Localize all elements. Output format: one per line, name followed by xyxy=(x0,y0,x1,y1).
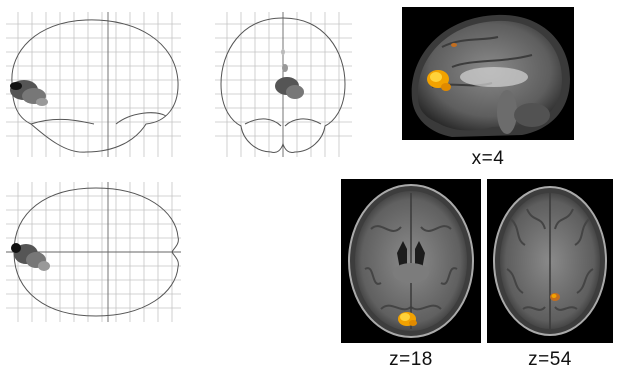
activation-cluster xyxy=(11,243,50,271)
brain-outline xyxy=(13,187,179,317)
activation-cluster xyxy=(398,312,417,326)
mri-slice-axial-54 xyxy=(487,179,613,343)
cerebellum xyxy=(514,103,550,127)
glass-brain-axial xyxy=(6,182,181,322)
slice-label-z54: z=54 xyxy=(528,349,572,370)
mri-slice-axial-18 xyxy=(341,179,481,343)
glass-brain-coronal xyxy=(215,12,352,157)
slice-label-x: x=4 xyxy=(471,148,505,169)
brain-outline xyxy=(220,17,346,153)
glass-brain-sagittal xyxy=(6,12,181,157)
activation-cluster xyxy=(550,293,560,301)
activation-cluster xyxy=(427,43,457,91)
brain-outline xyxy=(11,19,179,153)
corpus-callosum xyxy=(460,67,528,87)
thalamus xyxy=(393,263,429,283)
activation-cluster xyxy=(275,49,304,99)
mri-slice-sagittal xyxy=(402,7,574,140)
slice-label-z18: z=18 xyxy=(389,349,433,370)
activation-cluster xyxy=(10,80,48,106)
brainstem xyxy=(497,90,517,134)
